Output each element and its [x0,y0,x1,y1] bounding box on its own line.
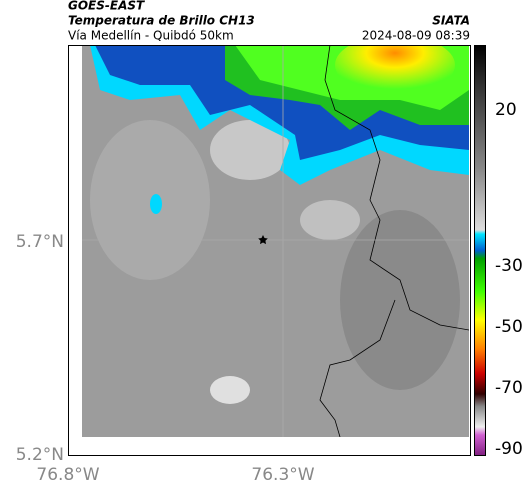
lon-label: 76.8°W [36,465,99,485]
map-frame [68,45,471,456]
colorbar-label: -30 [495,256,523,276]
lat-label: 5.2°N [16,445,64,465]
datetime: 2024-08-09 08:39 [362,29,470,43]
satellite: GOES-EAST [68,0,145,13]
region: Vía Medellín - Quibdó 50km [68,29,234,43]
lon-label: 76.3°W [251,465,314,485]
colorbar-label: -70 [495,378,523,398]
colorbar-label: 20 [495,100,517,120]
product: Temperatura de Brillo CH13 [68,14,255,28]
colorbar [474,45,486,456]
source: SIATA [432,14,470,28]
location-marker [258,235,268,245]
imagery [82,45,469,437]
colorbar-label: -50 [495,317,523,337]
colorbar-label: -90 [495,439,523,459]
lat-label: 5.7°N [16,232,64,252]
